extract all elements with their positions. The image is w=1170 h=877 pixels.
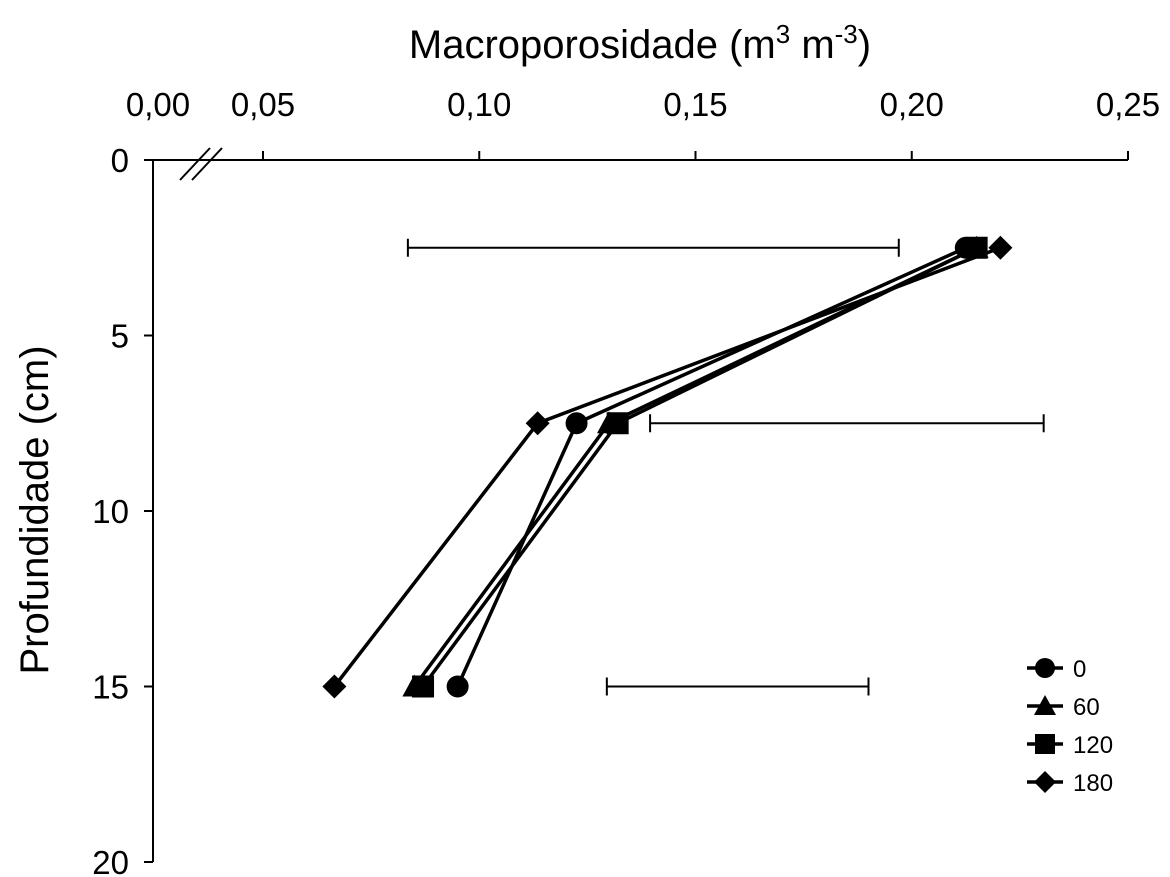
x-tick-label: 0,05	[231, 86, 295, 123]
legend-label: 60	[1073, 694, 1100, 721]
y-tick-label: 0	[111, 142, 129, 179]
x-tick-label: 0,10	[447, 86, 511, 123]
marker-diamond	[1034, 771, 1056, 793]
legend-item: 60	[1027, 694, 1100, 721]
axes: 0,00 0,05 0,10 0,15 0,20 0,25 0 5 10 15 20	[92, 86, 1160, 877]
legend-item: 0	[1027, 656, 1086, 683]
legend-item: 180	[1027, 770, 1113, 797]
x-axis-title-mid: m	[790, 23, 834, 67]
marker-square	[606, 412, 629, 435]
x-axis-break-mark	[179, 147, 211, 181]
marker-triangle	[1034, 695, 1056, 715]
series-square	[412, 236, 988, 698]
marker-diamond	[322, 674, 347, 699]
x-tick-label: 0,00	[126, 86, 190, 123]
series-triangle	[402, 235, 989, 697]
series-line	[412, 246, 978, 688]
error-bars	[406, 238, 1045, 696]
marker-square	[412, 675, 435, 698]
x-tick-label: 0,20	[880, 86, 944, 123]
marker-diamond	[525, 411, 550, 436]
x-axis-title: Macroporosidade (m3 m-3)	[409, 19, 871, 67]
series-diamond	[322, 235, 1013, 699]
legend-item: 120	[1027, 732, 1113, 759]
legend-label: 120	[1073, 732, 1113, 759]
marker-circle	[565, 412, 588, 435]
x-axis-title-end: )	[858, 23, 871, 67]
series-circle	[446, 236, 977, 698]
marker-square	[1035, 734, 1055, 754]
legend-label: 0	[1073, 656, 1086, 683]
y-tick-label: 10	[92, 493, 129, 530]
x-axis-title-text: Macroporosidade (m	[409, 23, 776, 67]
y-tick-label: 15	[92, 669, 129, 706]
x-axis-break-mark	[191, 147, 223, 181]
marker-diamond	[988, 235, 1013, 260]
x-axis-title-sup2: -3	[835, 19, 858, 49]
x-tick-label: 0,15	[663, 86, 727, 123]
x-tick-label: 0,25	[1096, 86, 1160, 123]
legend: 0 60 120 180	[1027, 656, 1113, 797]
y-axis-title: Profundidade (cm)	[13, 345, 57, 674]
y-tick-label: 5	[111, 318, 129, 355]
x-axis-title-sup1: 3	[776, 19, 790, 49]
series-line	[421, 246, 978, 688]
series-group	[322, 235, 1013, 699]
marker-circle	[446, 675, 469, 698]
series-line	[332, 246, 1002, 688]
legend-label: 180	[1073, 770, 1113, 797]
y-tick-label: 20	[92, 844, 129, 877]
series-line	[456, 246, 967, 688]
marker-circle	[1035, 658, 1055, 678]
